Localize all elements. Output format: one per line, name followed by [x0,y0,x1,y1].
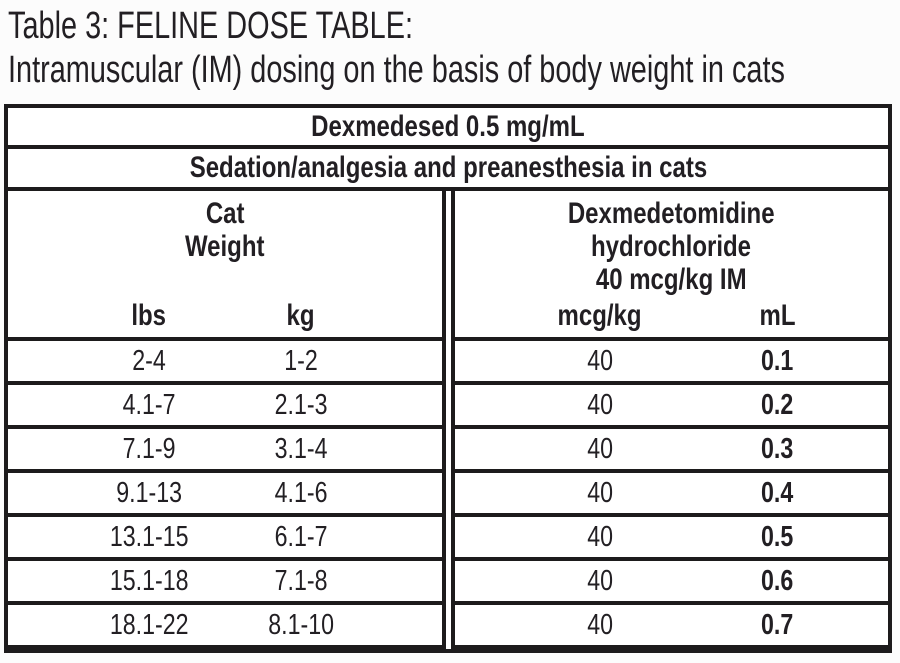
weight-pane: Cat Weight lbs kg 2-4 1-2 4.1-7 2.1-3 7.… [8,191,446,649]
dose-group-label: Dexmedetomidine hydrochloride 40 mcg/kg … [567,197,775,296]
lbs-value: 4.1-7 [122,388,176,421]
weight-group-label: Cat Weight [184,197,265,263]
dose-pane: Dexmedetomidine hydrochloride 40 mcg/kg … [450,191,889,649]
table-title: Table 3: FELINE DOSE TABLE: Intramuscula… [8,4,900,92]
ml-value: 0.1 [761,344,794,377]
kg-value: 2.1-3 [274,388,328,421]
kg-value: 1-2 [283,344,318,377]
lbs-value: 2-4 [132,344,166,377]
lbs-value: 15.1-18 [109,564,189,597]
table-title-line2: Intramuscular (IM) dosing on the basis o… [8,49,785,91]
feline-dose-table: Dexmedesed 0.5 mg/mL Sedation/analgesia … [4,104,892,653]
table-row: 40 0.5 [454,517,888,561]
mcg-per-kg-value: 40 [586,564,613,597]
ml-value: 0.4 [761,476,794,509]
kg-value: 8.1-10 [267,608,334,641]
table-row: 13.1-15 6.1-7 [8,517,442,561]
lbs-value: 18.1-22 [109,608,189,641]
kg-value: 7.1-8 [274,564,328,597]
table-row: 40 0.3 [454,429,888,473]
weight-group-header: Cat Weight lbs kg [8,191,442,341]
ml-value: 0.6 [761,564,794,597]
ml-value: 0.3 [761,432,794,465]
mcg-per-kg-value: 40 [586,608,613,641]
table-row: 40 0.7 [454,605,888,649]
ml-value: 0.7 [761,608,794,641]
table-row: 9.1-13 4.1-6 [8,473,442,517]
weight-subcolumn-headers: lbs kg [8,300,442,332]
indication-header-row: Sedation/analgesia and preanesthesia in … [8,149,888,191]
mcg-per-kg-value: 40 [586,520,613,553]
table-row: 2-4 1-2 [8,341,442,385]
table-body: Cat Weight lbs kg 2-4 1-2 4.1-7 2.1-3 7.… [8,191,888,649]
table-row: 40 0.1 [454,341,888,385]
product-name: Dexmedesed 0.5 mg/mL [311,109,585,143]
table-row: 15.1-18 7.1-8 [8,561,442,605]
table-title-line1: Table 3: FELINE DOSE TABLE: [8,5,414,47]
product-header-row: Dexmedesed 0.5 mg/mL [8,108,888,149]
col-header-ml: mL [759,299,796,332]
col-header-kg: kg [286,299,315,332]
dose-subcolumn-headers: mcg/kg mL [455,300,889,332]
kg-value: 6.1-7 [274,520,328,553]
col-header-mcg-kg: mcg/kg [557,299,642,332]
table-row: 7.1-9 3.1-4 [8,429,442,473]
mcg-per-kg-value: 40 [586,344,613,377]
mcg-per-kg-value: 40 [586,432,613,465]
lbs-value: 7.1-9 [122,432,176,465]
kg-value: 3.1-4 [274,432,328,465]
lbs-value: 13.1-15 [109,520,189,553]
table-row: 4.1-7 2.1-3 [8,385,442,429]
col-header-lbs: lbs [131,299,167,332]
lbs-value: 9.1-13 [115,476,182,509]
mcg-per-kg-value: 40 [586,388,613,421]
dose-group-header: Dexmedetomidine hydrochloride 40 mcg/kg … [454,191,889,341]
kg-value: 4.1-6 [274,476,328,509]
table-row: 40 0.4 [454,473,888,517]
table-row: 40 0.6 [454,561,888,605]
table-row: 40 0.2 [454,385,888,429]
ml-value: 0.5 [761,520,794,553]
mcg-per-kg-value: 40 [586,476,613,509]
table-row: 18.1-22 8.1-10 [8,605,442,649]
ml-value: 0.2 [761,388,794,421]
indication-text: Sedation/analgesia and preanesthesia in … [189,151,707,184]
